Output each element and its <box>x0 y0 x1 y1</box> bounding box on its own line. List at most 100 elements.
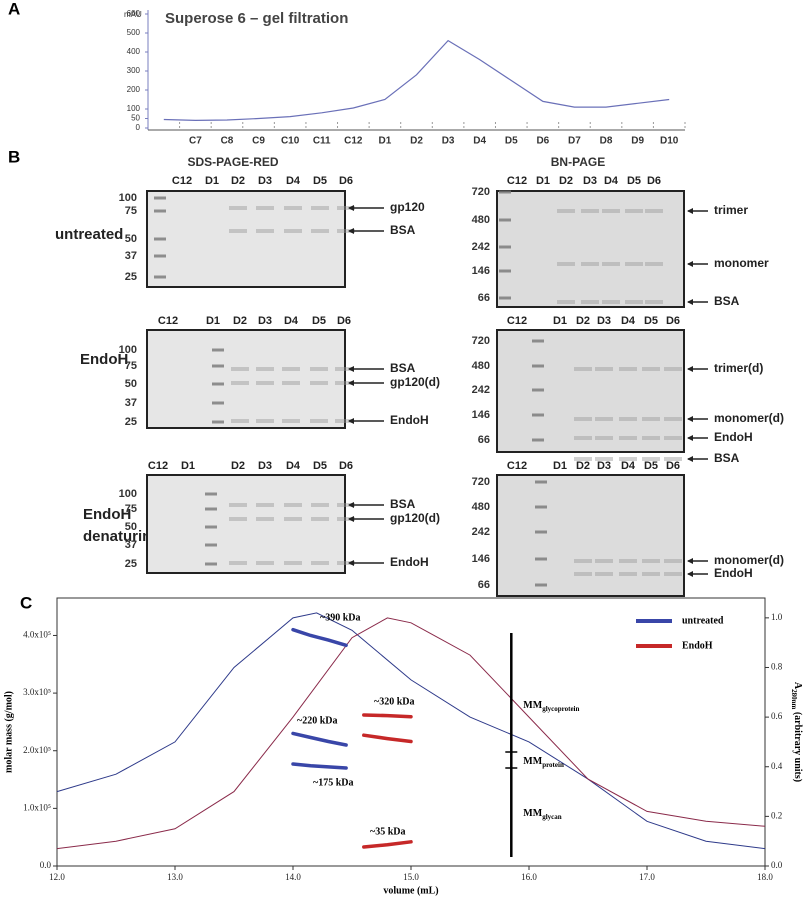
y2-tick-label: 0.4 <box>771 761 783 771</box>
sample-band <box>229 206 247 210</box>
sample-band <box>602 300 620 304</box>
marker-label: 146 <box>472 409 490 421</box>
ladder-band <box>535 530 547 534</box>
sample-band <box>256 419 274 423</box>
lane-label: D3 <box>258 175 272 187</box>
ladder-band <box>212 420 224 424</box>
column-title: SDS-PAGE-RED <box>187 155 278 169</box>
band-label: EndoH <box>714 566 753 580</box>
lane-label: D5 <box>644 315 658 327</box>
mass-annotation: ~320 kDa <box>374 696 414 707</box>
x-tick-label: D7 <box>568 136 581 147</box>
band-label: BSA <box>714 294 740 308</box>
lane-label: D6 <box>647 175 661 187</box>
sample-band <box>619 457 637 461</box>
mm-label-sub: glycan <box>542 813 562 821</box>
sample-band <box>664 559 682 563</box>
lane-label: D4 <box>621 460 636 472</box>
ladder-band <box>532 438 544 442</box>
lane-label: D6 <box>339 175 353 187</box>
y-tick-label: 300 <box>127 66 141 75</box>
marker-label: 720 <box>472 476 490 488</box>
lane-label: D3 <box>258 460 272 472</box>
sample-band <box>256 381 274 385</box>
lane-label: C12 <box>148 460 168 472</box>
marker-label: 480 <box>472 501 490 513</box>
mm-label: MMglycan <box>523 808 561 820</box>
marker-label: 37 <box>125 250 137 262</box>
band-label: BSA <box>390 361 416 375</box>
y-tick-label: 0 <box>136 123 141 132</box>
marker-label: 37 <box>125 539 137 551</box>
lane-label: D1 <box>205 175 219 187</box>
sample-band <box>664 457 682 461</box>
sample-band <box>335 419 353 423</box>
sample-band <box>231 367 249 371</box>
band-label: EndoH <box>390 413 429 427</box>
a280-trace <box>56 617 766 850</box>
mm-label: MMglycoprotein <box>523 700 579 712</box>
sample-band <box>310 381 328 385</box>
lane-label: D2 <box>559 175 573 187</box>
x-tick-label: C7 <box>189 136 202 147</box>
sample-band <box>581 209 599 213</box>
lane-label: D3 <box>583 175 597 187</box>
sample-band <box>310 367 328 371</box>
sample-band <box>595 436 613 440</box>
lane-label: C12 <box>507 315 527 327</box>
sample-band <box>574 367 592 371</box>
sample-band <box>557 209 575 213</box>
arrow-head <box>348 516 354 522</box>
a280-trace <box>56 612 766 850</box>
y-axis-label: molar mass (g/mol) <box>3 691 14 773</box>
sample-band <box>284 229 302 233</box>
marker-label: 100 <box>119 192 137 204</box>
sample-band <box>595 417 613 421</box>
arrow-head <box>687 366 693 372</box>
sample-band <box>581 262 599 266</box>
arrow-head <box>348 366 354 372</box>
sample-band <box>256 206 274 210</box>
ladder-band <box>212 401 224 405</box>
sample-band <box>284 517 302 521</box>
marker-label: 66 <box>478 579 490 591</box>
lane-label: D1 <box>536 175 550 187</box>
sample-band <box>574 436 592 440</box>
lane-label: D5 <box>312 315 326 327</box>
band-label: gp120(d) <box>390 375 440 389</box>
y-tick-label: 500 <box>127 28 141 37</box>
sample-band <box>282 419 300 423</box>
sample-band <box>595 559 613 563</box>
sample-band <box>664 572 682 576</box>
y-tick-label: 3.0x10⁵ <box>23 687 51 697</box>
ladder-band <box>205 562 217 566</box>
mm-label-main: MM <box>523 808 542 819</box>
lane-label: C12 <box>158 315 178 327</box>
marker-label: 37 <box>125 397 137 409</box>
legend-label: EndoH <box>682 640 713 651</box>
arrow-head <box>348 380 354 386</box>
arrow-head <box>348 228 354 234</box>
marker-label: 100 <box>119 344 137 356</box>
sample-band <box>231 419 249 423</box>
mm-label: MMprotein <box>523 756 564 768</box>
marker-label: 50 <box>125 521 137 533</box>
y2-tick-label: 0.0 <box>771 860 783 870</box>
marker-label: 720 <box>472 335 490 347</box>
x-tick-label: D8 <box>600 136 613 147</box>
band-label: EndoH <box>390 555 429 569</box>
sample-band <box>602 209 620 213</box>
chart-title: Superose 6 – gel filtration <box>165 10 348 27</box>
sample-band <box>645 209 663 213</box>
sample-band <box>284 503 302 507</box>
sample-band <box>337 229 355 233</box>
band-label: BSA <box>714 451 740 465</box>
x-tick-label: D9 <box>631 136 644 147</box>
y-axis-label: mAU <box>124 10 142 19</box>
molar-mass-line <box>291 627 348 770</box>
lane-label: D2 <box>576 460 590 472</box>
marker-label: 75 <box>125 503 137 515</box>
sample-band <box>282 381 300 385</box>
panel-label: B <box>8 147 20 166</box>
